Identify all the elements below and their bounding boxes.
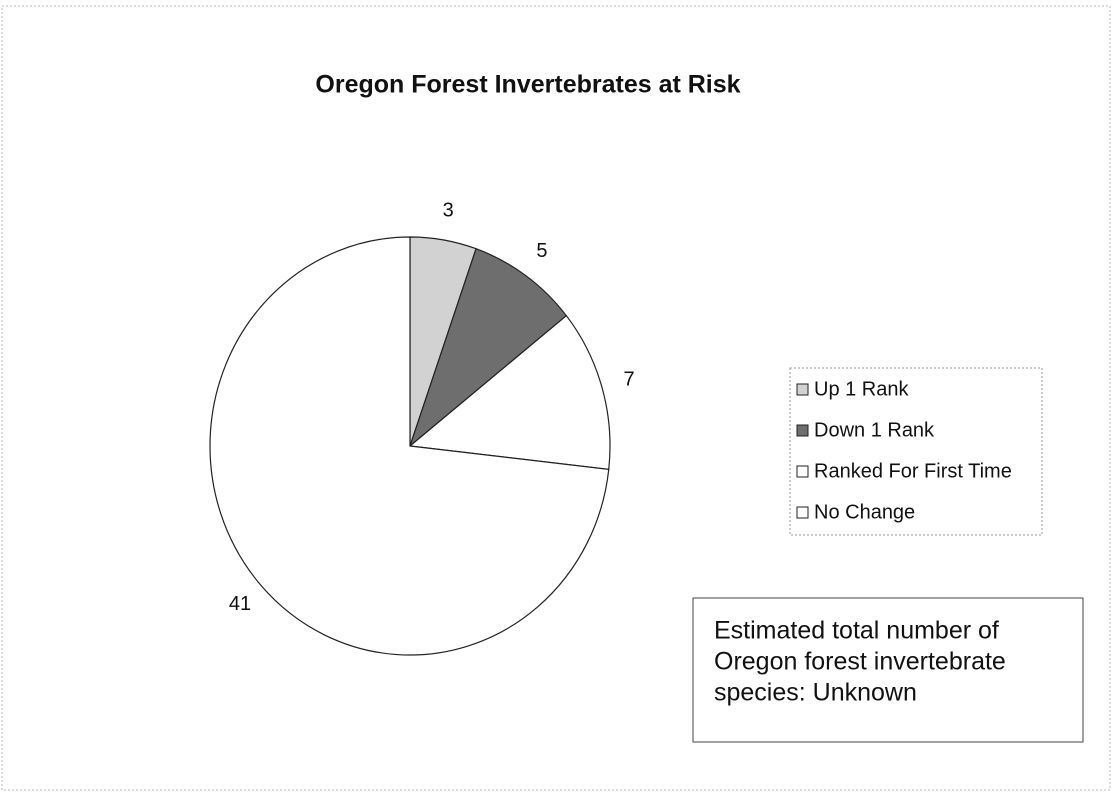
- legend-box: [789, 367, 1043, 536]
- annotation-text: Oregon forest invertebrate: [714, 648, 1006, 676]
- annotation-box: [692, 597, 1084, 743]
- legend-label: No Change: [814, 501, 915, 523]
- legend-swatch: [796, 424, 809, 437]
- data-label: 3: [443, 199, 454, 221]
- pie-slice: [408, 314, 611, 471]
- data-label: 41: [229, 593, 251, 615]
- legend-swatch: [796, 506, 809, 519]
- chart-title: Oregon Forest Invertebrates at Risk: [315, 71, 740, 99]
- legend-label: Ranked For First Time: [814, 460, 1012, 482]
- legend-swatch: [796, 465, 809, 478]
- legend-swatch: [796, 383, 809, 396]
- pie-slice: [408, 247, 568, 448]
- data-label: 7: [624, 368, 635, 390]
- legend-label: Down 1 Rank: [814, 419, 935, 441]
- annotation-text: Estimated total number of: [714, 617, 999, 645]
- annotation-text: species: Unknown: [714, 679, 917, 707]
- legend-label: Up 1 Rank: [814, 378, 909, 400]
- data-label: 5: [536, 240, 547, 262]
- frame: [1, 5, 1111, 791]
- pie-slice: [209, 236, 610, 656]
